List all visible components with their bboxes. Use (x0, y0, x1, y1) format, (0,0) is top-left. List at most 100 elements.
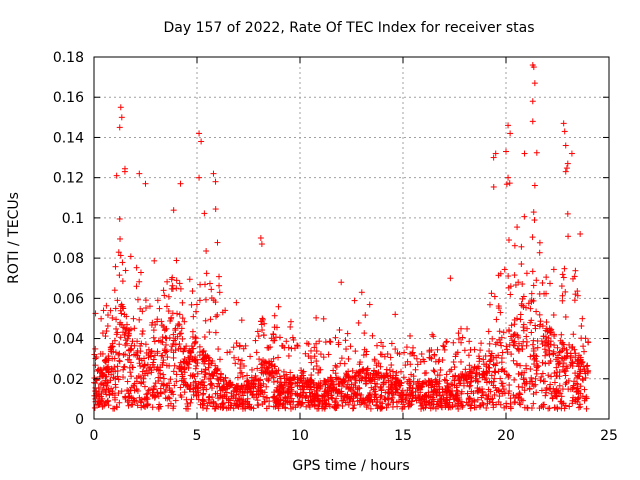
x-axis-label: GPS time / hours (292, 458, 409, 474)
data-point (497, 339, 504, 346)
data-point (441, 346, 448, 353)
data-point (538, 338, 545, 345)
data-point (475, 353, 482, 360)
data-point (215, 380, 222, 387)
data-point (575, 389, 582, 396)
data-point (460, 375, 467, 382)
data-point (390, 384, 397, 391)
data-point (561, 345, 568, 352)
data-point (566, 403, 573, 410)
data-point (556, 382, 563, 389)
data-point (327, 374, 334, 381)
data-point (242, 398, 249, 405)
data-point (227, 382, 234, 389)
data-point (547, 341, 554, 348)
data-point (294, 343, 301, 350)
data-point (523, 270, 530, 277)
data-point (230, 395, 237, 402)
chart-title: Day 157 of 2022, Rate Of TEC Index for r… (163, 20, 534, 36)
data-point (338, 390, 345, 397)
data-point (189, 288, 196, 295)
data-point (280, 368, 287, 375)
data-point (127, 346, 134, 353)
data-point (383, 366, 390, 373)
data-point (579, 315, 586, 322)
data-point (547, 327, 554, 334)
data-point (196, 174, 203, 181)
data-point (504, 349, 511, 356)
data-point (151, 364, 158, 371)
data-point (562, 168, 569, 175)
data-point (407, 332, 414, 339)
data-point (417, 399, 424, 406)
data-point (179, 373, 186, 380)
data-point (466, 394, 473, 401)
data-point (95, 401, 102, 408)
data-point (551, 331, 558, 338)
data-point (249, 391, 256, 398)
data-point (233, 391, 240, 398)
data-point (490, 154, 497, 161)
data-point (542, 352, 549, 359)
data-point (190, 313, 197, 320)
data-point (433, 386, 440, 393)
data-point (171, 337, 178, 344)
data-point (138, 379, 145, 386)
data-point (434, 372, 441, 379)
data-point (170, 349, 177, 356)
data-point (292, 390, 299, 397)
axis-ticks: 0 0.02 0.04 0.06 0.08 0.1 0.12 0.14 0.16 0.18 0 5 10… (53, 50, 618, 444)
data-point (393, 369, 400, 376)
data-point (193, 362, 200, 369)
data-point (177, 330, 184, 337)
data-point (266, 398, 273, 405)
data-point (407, 350, 414, 357)
data-point (349, 367, 356, 374)
data-point (269, 370, 276, 377)
data-point (305, 399, 312, 406)
data-point (184, 360, 191, 367)
data-point (505, 174, 512, 181)
data-point (131, 397, 138, 404)
data-point (111, 364, 118, 371)
data-point (372, 371, 379, 378)
data-point (279, 403, 286, 410)
data-point (158, 352, 165, 359)
data-point (181, 366, 188, 373)
data-point (284, 398, 291, 405)
data-point (574, 292, 581, 299)
data-point (167, 387, 174, 394)
data-point (523, 342, 530, 349)
data-point (259, 315, 266, 322)
data-point (467, 382, 474, 389)
data-point (116, 341, 123, 348)
data-point (120, 351, 127, 358)
data-point (254, 365, 261, 372)
data-point (430, 367, 437, 374)
data-point (445, 387, 452, 394)
data-point (507, 130, 514, 137)
data-point (541, 401, 548, 408)
data-point (578, 359, 585, 366)
data-point (299, 369, 306, 376)
data-point (151, 257, 158, 264)
data-point (538, 387, 545, 394)
x-tick-label: 15 (394, 428, 412, 444)
data-point (215, 395, 222, 402)
data-point (232, 360, 239, 367)
data-point (263, 394, 270, 401)
data-point (539, 279, 546, 286)
x-tick-label: 25 (600, 428, 618, 444)
data-point (427, 405, 434, 412)
data-point (201, 333, 208, 340)
data-point (427, 393, 434, 400)
data-point (312, 403, 319, 410)
data-point (149, 392, 156, 399)
data-point (254, 328, 261, 335)
data-point (488, 350, 495, 357)
data-point (555, 361, 562, 368)
data-point (313, 348, 320, 355)
data-point (155, 366, 162, 373)
data-point (288, 388, 295, 395)
data-point (466, 402, 473, 409)
